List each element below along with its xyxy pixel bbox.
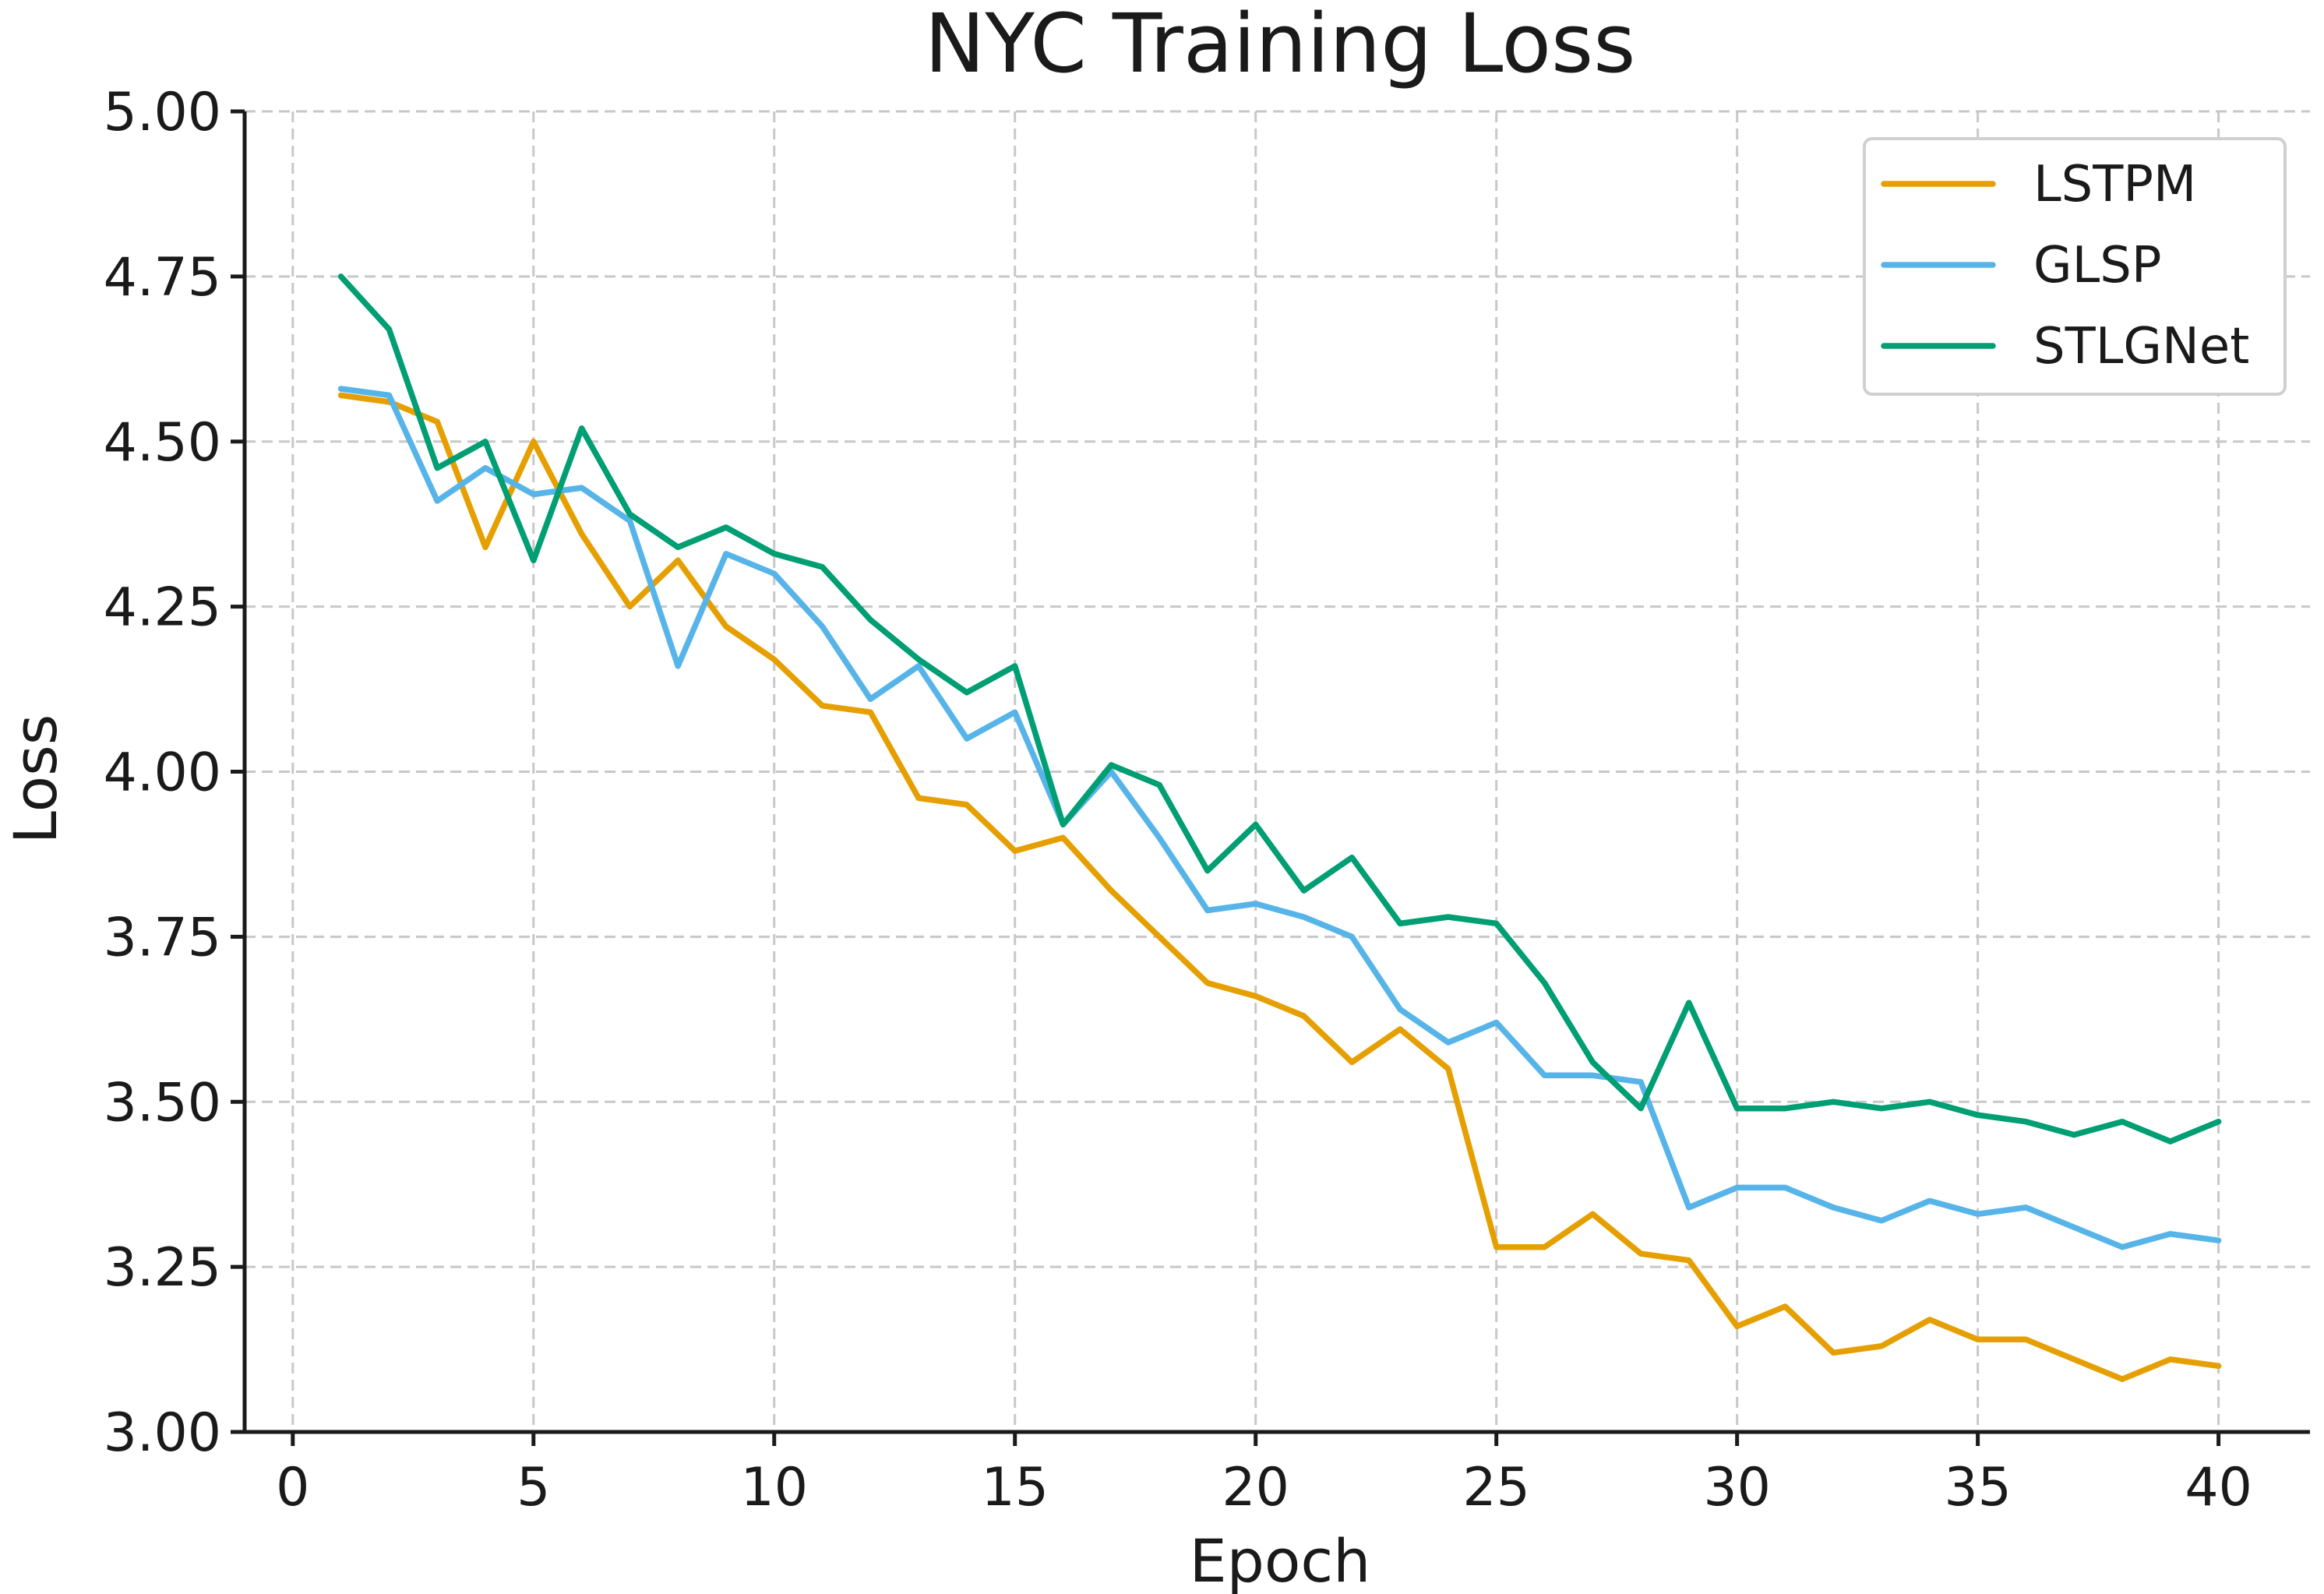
y-tick-label: 3.00 (104, 1402, 221, 1464)
chart-title: NYC Training Loss (925, 0, 1636, 91)
legend-box (1863, 137, 2287, 396)
y-tick-label: 4.00 (104, 742, 221, 804)
y-tick-label: 5.00 (104, 82, 221, 143)
legend-label-glsp: GLSP (2033, 237, 2161, 294)
y-tick-label: 3.50 (104, 1072, 221, 1134)
series-line-glsp (337, 386, 2222, 1250)
x-tick-label: 15 (981, 1457, 1049, 1518)
x-tick-label: 5 (517, 1457, 550, 1518)
series-line-stlgnet (337, 273, 2222, 1144)
legend-items: LSTPM GLSP STLGNet (1881, 156, 2249, 376)
x-tick-label: 30 (1703, 1457, 1771, 1518)
x-tick-label: 40 (2185, 1457, 2252, 1518)
y-tick-label: 4.75 (104, 247, 221, 309)
y-tick-label: 3.25 (104, 1237, 221, 1299)
series-layer (337, 273, 2222, 1382)
legend-label-lstpm: LSTPM (2033, 156, 2196, 213)
series-line-lstpm (337, 392, 2222, 1382)
legend-label-stlgnet: STLGNet (2033, 318, 2249, 376)
x-axis-title: Epoch (1190, 1526, 1371, 1594)
x-tick-label: 0 (276, 1457, 309, 1518)
x-tick-label: 20 (1222, 1457, 1289, 1518)
x-tick-label: 10 (740, 1457, 808, 1518)
y-tick-label: 3.75 (104, 907, 221, 968)
ticks-layer: 0 5 10 15 20 25 30 35 40 3.00 3.25 3.50 3.75 4.00 4.25… (104, 82, 2252, 1518)
legend: LSTPM GLSP STLGNet (1863, 137, 2287, 396)
y-axis-title: Loss (1, 714, 70, 845)
x-tick-label: 35 (1944, 1457, 2012, 1518)
y-tick-label: 4.25 (104, 577, 221, 639)
x-tick-label: 25 (1462, 1457, 1530, 1518)
y-tick-label: 4.50 (104, 412, 221, 474)
